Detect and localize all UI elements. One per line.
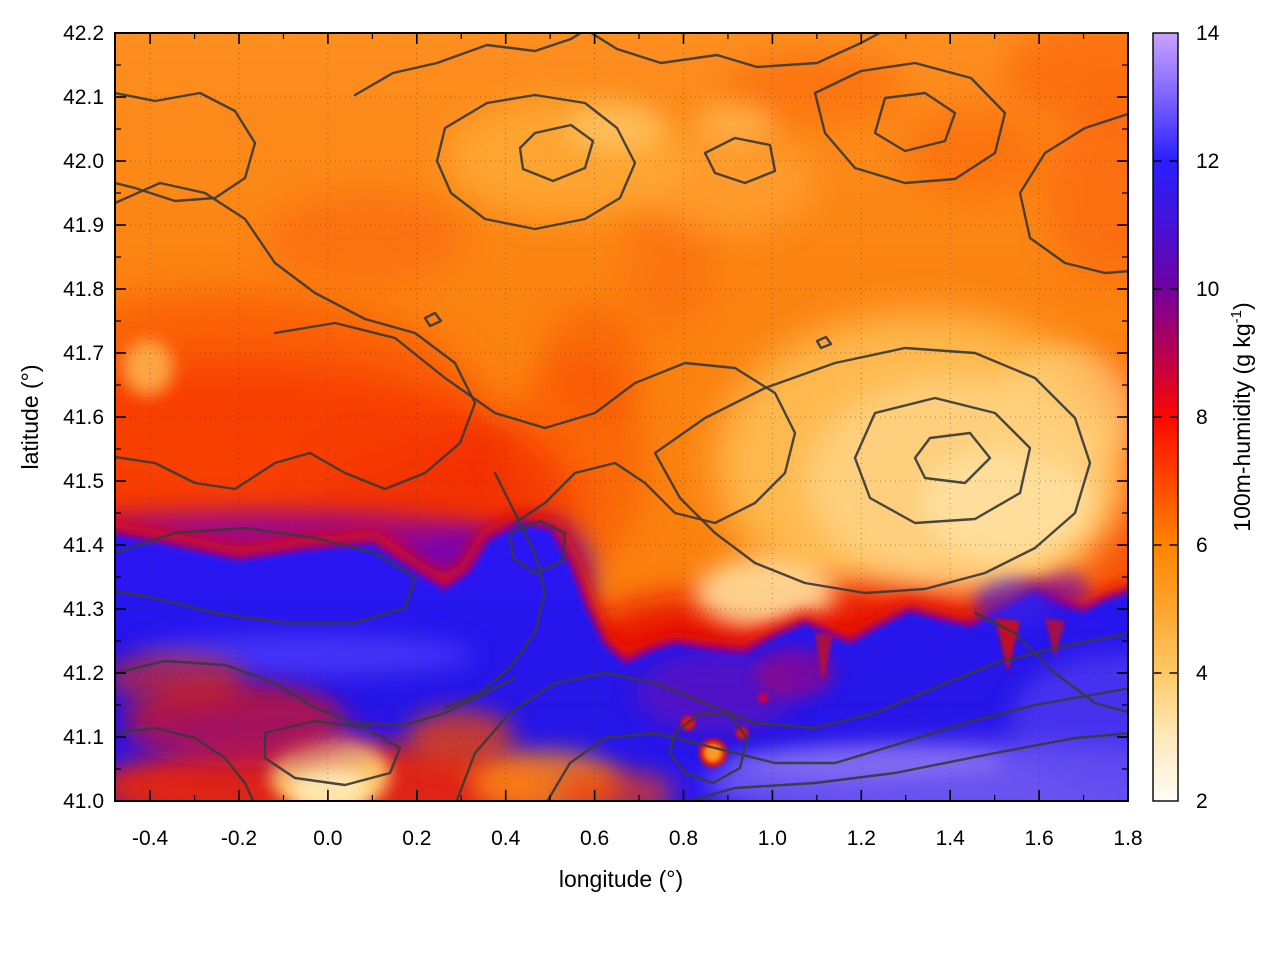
terrain-contour bbox=[813, 61, 1007, 185]
sea-red-spot bbox=[758, 693, 768, 703]
terrain-contour bbox=[589, 33, 883, 69]
y-tick-label: 41.8 bbox=[63, 278, 104, 301]
x-tick-label: 1.2 bbox=[847, 827, 876, 850]
y-tick-label: 41.3 bbox=[63, 598, 104, 621]
terrain-contour bbox=[115, 526, 417, 625]
colorbar-tick-label: 14 bbox=[1196, 22, 1220, 45]
colorbar: 2 4 6 8 10 12 14 bbox=[1152, 22, 1220, 813]
colorbar-tick-label: 10 bbox=[1196, 278, 1219, 301]
x-tick-label: 1.8 bbox=[1113, 827, 1142, 850]
x-tick-label: 0.6 bbox=[580, 827, 609, 850]
terrain-contour bbox=[545, 687, 1128, 801]
colorbar-tick-label: 2 bbox=[1196, 790, 1208, 813]
sea-blob bbox=[1010, 653, 1128, 793]
y-tick-label: 41.7 bbox=[63, 342, 104, 365]
y-axis-label: latitude (°) bbox=[17, 364, 43, 469]
sea-blob bbox=[1040, 572, 1090, 608]
terrain-contour bbox=[873, 91, 957, 153]
x-tick-label: 0.0 bbox=[313, 827, 342, 850]
field-blob bbox=[695, 101, 775, 145]
x-tick-label: -0.4 bbox=[132, 827, 169, 850]
colorbar-border bbox=[1152, 32, 1179, 802]
colorbar-label-superscript: -1 bbox=[1228, 310, 1245, 323]
terrain-contour bbox=[508, 519, 567, 575]
terrain-contour bbox=[913, 431, 992, 485]
sea-blob bbox=[755, 648, 835, 698]
field-blob bbox=[565, 103, 665, 153]
terrain-contour bbox=[815, 335, 833, 350]
terrain-contour bbox=[853, 396, 1032, 525]
terrain-contour bbox=[273, 321, 797, 525]
terrain-contour bbox=[668, 711, 749, 785]
colorbar-tick-label: 8 bbox=[1196, 406, 1208, 429]
colorbar-label-text: 100m-humidity (g kg bbox=[1229, 323, 1255, 531]
y-tick-label: 41.4 bbox=[63, 534, 104, 557]
colorbar-tick-label: 6 bbox=[1196, 534, 1208, 557]
terrain-contour bbox=[1018, 112, 1128, 275]
field-blob bbox=[995, 348, 1128, 468]
colorbar-label: 100m-humidity (g kg-1) bbox=[1228, 302, 1255, 531]
y-tick-label: 41.1 bbox=[63, 726, 104, 749]
sea-blob bbox=[975, 578, 1055, 628]
terrain-contour bbox=[703, 136, 777, 185]
sea-red-streak bbox=[815, 633, 833, 683]
colorbar-tick-label: 12 bbox=[1196, 150, 1219, 173]
sea-red-streak bbox=[1045, 618, 1065, 658]
colorbar-tick-label: 4 bbox=[1196, 662, 1208, 685]
plot-frame bbox=[114, 32, 1129, 802]
colorbar-label-suffix: ) bbox=[1229, 302, 1255, 310]
x-tick-label: 1.6 bbox=[1024, 827, 1053, 850]
contour-lines bbox=[115, 33, 1128, 801]
terrain-contour bbox=[653, 346, 1092, 595]
terrain-contour bbox=[443, 471, 547, 710]
y-tick-label: 41.5 bbox=[63, 470, 104, 493]
terrain-contour bbox=[115, 181, 477, 491]
terrain-contour bbox=[115, 726, 255, 801]
terrain-contour bbox=[263, 719, 402, 787]
x-axis-label: longitude (°) bbox=[559, 866, 683, 892]
sea-blob bbox=[292, 767, 368, 801]
sea-blob bbox=[555, 771, 675, 801]
sea-blob bbox=[405, 710, 515, 766]
terrain-contour bbox=[455, 632, 1128, 801]
x-tick-label: 0.2 bbox=[402, 827, 431, 850]
tick-labels: -0.4 -0.2 0.0 0.2 0.4 0.6 0.8 1.0 1.2 1.4 1.6 1.8 41… bbox=[63, 22, 1142, 850]
y-tick-label: 42.0 bbox=[63, 150, 104, 173]
sea-red-spot bbox=[699, 739, 727, 767]
heatmap-field bbox=[115, 33, 1128, 801]
field-blob bbox=[635, 133, 815, 233]
field-blob bbox=[905, 108, 1045, 198]
y-tick-label: 42.1 bbox=[63, 86, 104, 109]
x-tick-label: 1.0 bbox=[758, 827, 787, 850]
field-blob bbox=[265, 193, 465, 283]
terrain-contour bbox=[518, 123, 595, 183]
y-tick-label: 41.9 bbox=[63, 214, 104, 237]
field-blob bbox=[1045, 103, 1128, 283]
field-blob bbox=[123, 340, 173, 396]
terrain-contour bbox=[353, 33, 583, 97]
terrain-contour bbox=[115, 659, 517, 727]
terrain-contour bbox=[435, 93, 637, 231]
terrain-contour bbox=[115, 91, 257, 203]
x-tick-label: -0.2 bbox=[221, 827, 257, 850]
terrain-contour bbox=[423, 311, 443, 328]
terrain-contour bbox=[973, 611, 1128, 714]
x-tick-label: 0.8 bbox=[669, 827, 698, 850]
y-tick-label: 41.6 bbox=[63, 406, 104, 429]
x-tick-label: 0.4 bbox=[491, 827, 521, 850]
terrain-contour bbox=[684, 732, 1128, 801]
y-tick-label: 42.2 bbox=[63, 22, 104, 45]
field-blob bbox=[1005, 33, 1128, 123]
field-blob bbox=[695, 558, 835, 628]
y-tick-label: 41.0 bbox=[63, 790, 104, 813]
sea-blob bbox=[125, 708, 385, 768]
sea-blob bbox=[725, 747, 1005, 779]
y-tick-label: 41.2 bbox=[63, 662, 104, 685]
x-tick-label: 1.4 bbox=[936, 827, 966, 850]
